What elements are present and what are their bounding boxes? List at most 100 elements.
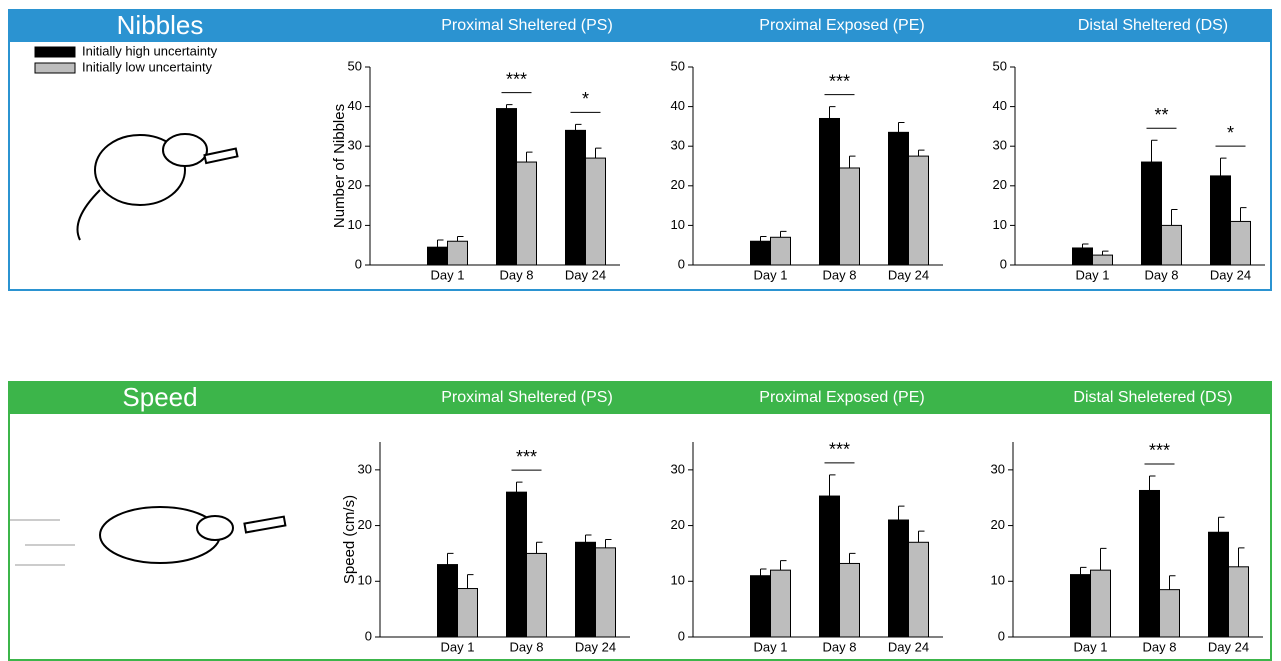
error-bar [606, 540, 612, 548]
panel-title: Nibbles [117, 10, 204, 40]
error-bar [517, 482, 523, 492]
error-bar [586, 535, 592, 542]
x-tick-label: Day 1 [754, 639, 788, 654]
bar [889, 132, 909, 265]
bar [909, 542, 929, 637]
x-tick-label: Day 1 [441, 639, 475, 654]
x-tick-label: Day 8 [510, 639, 544, 654]
bar [586, 158, 606, 265]
error-bar [438, 240, 444, 247]
y-tick-label: 30 [671, 461, 685, 476]
bar [820, 496, 840, 637]
error-bar [1170, 576, 1176, 590]
error-bar [1152, 140, 1158, 162]
y-tick-label: 40 [993, 98, 1007, 113]
y-tick-label: 0 [355, 256, 362, 271]
chart-title: Distal Sheltered (DS) [1078, 17, 1228, 34]
y-tick-label: 20 [358, 517, 372, 532]
legend-swatch [35, 63, 75, 73]
y-tick-label: 10 [358, 573, 372, 588]
bar [1231, 221, 1251, 265]
x-tick-label: Day 24 [888, 267, 929, 282]
error-bar [1150, 476, 1156, 490]
y-tick-label: 10 [993, 217, 1007, 232]
bar [448, 241, 468, 265]
error-bar [1219, 517, 1225, 532]
bar [771, 237, 791, 265]
panel-title: Speed [122, 382, 197, 412]
x-tick-label: Day 24 [575, 639, 616, 654]
bar [1162, 225, 1182, 265]
y-tick-label: 50 [348, 58, 362, 73]
bar [771, 570, 791, 637]
figure: NibblesSpeedInitially high uncertaintyIn… [0, 0, 1281, 661]
error-bar [1101, 548, 1107, 570]
error-bar [899, 122, 905, 132]
y-tick-label: 40 [671, 98, 685, 113]
error-bar [781, 231, 787, 237]
error-bar [596, 148, 602, 158]
bar [566, 130, 586, 265]
error-bar [830, 107, 836, 119]
y-axis-label: Number of Nibbles [331, 104, 348, 228]
y-tick-label: 30 [991, 461, 1005, 476]
y-tick-label: 0 [365, 628, 372, 643]
x-tick-label: Day 8 [500, 267, 534, 282]
x-tick-label: Day 24 [565, 267, 606, 282]
y-tick-label: 0 [678, 628, 685, 643]
legend-label: Initially high uncertainty [82, 43, 218, 58]
y-tick-label: 10 [348, 217, 362, 232]
bar [1160, 590, 1180, 637]
error-bar [576, 124, 582, 130]
bar [576, 542, 596, 637]
y-tick-label: 30 [358, 461, 372, 476]
error-bar [1081, 567, 1087, 574]
bar [820, 118, 840, 265]
bar [889, 520, 909, 637]
chart-title: Distal Sheletered (DS) [1073, 389, 1232, 406]
y-tick-label: 10 [671, 217, 685, 232]
x-tick-label: Day 1 [431, 267, 465, 282]
error-bar [537, 542, 543, 553]
y-tick-label: 20 [671, 177, 685, 192]
bar [1071, 575, 1091, 637]
error-bar [781, 561, 787, 570]
error-bar [1172, 210, 1178, 226]
bar [527, 553, 547, 637]
bar [1211, 176, 1231, 265]
y-tick-label: 30 [993, 138, 1007, 153]
x-tick-label: Day 24 [1210, 267, 1251, 282]
error-bar [458, 236, 464, 241]
error-bar [919, 531, 925, 542]
x-tick-label: Day 1 [1074, 639, 1108, 654]
bar [1093, 255, 1113, 265]
error-bar [850, 553, 856, 563]
chart-title: Proximal Sheltered (PS) [441, 17, 613, 34]
error-bar [1103, 251, 1109, 255]
error-bar [761, 569, 767, 576]
bar [497, 109, 517, 265]
bar [517, 162, 537, 265]
significance-label: *** [829, 71, 850, 91]
y-tick-label: 20 [348, 177, 362, 192]
y-tick-label: 10 [671, 573, 685, 588]
bar [751, 241, 771, 265]
x-tick-label: Day 1 [1076, 267, 1110, 282]
x-tick-label: Day 8 [823, 639, 857, 654]
bar [1073, 248, 1093, 265]
chart-title: Proximal Exposed (PE) [759, 389, 924, 406]
error-bar [468, 575, 474, 589]
y-tick-label: 10 [991, 573, 1005, 588]
y-tick-label: 50 [671, 58, 685, 73]
error-bar [1239, 548, 1245, 567]
bar [1140, 490, 1160, 637]
x-tick-label: Day 24 [1208, 639, 1249, 654]
bar [1229, 567, 1249, 637]
error-bar [448, 553, 454, 564]
y-axis-label: Speed (cm/s) [341, 495, 358, 584]
significance-label: *** [516, 447, 537, 467]
bar [751, 576, 771, 637]
y-tick-label: 50 [993, 58, 1007, 73]
error-bar [830, 475, 836, 496]
bar [438, 565, 458, 637]
